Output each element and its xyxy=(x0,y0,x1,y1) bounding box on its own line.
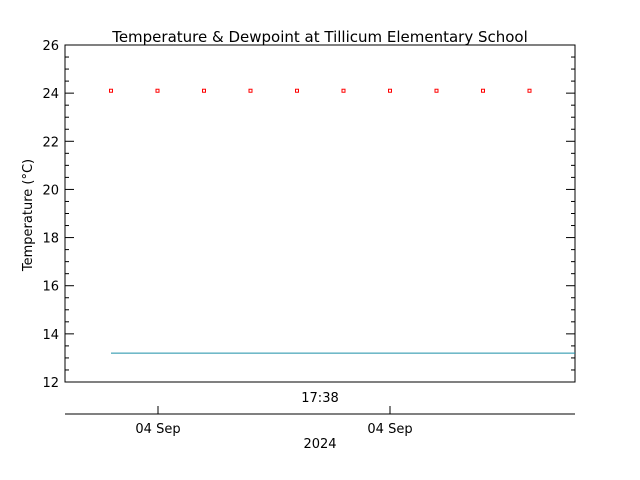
temperature-point xyxy=(248,88,253,93)
y-tick-label: 26 xyxy=(42,39,59,54)
temperature-point xyxy=(202,88,206,93)
y-tick-label: 24 xyxy=(42,87,59,102)
temperature-point xyxy=(388,88,392,93)
plot-area-frame xyxy=(64,44,576,383)
temperature-point xyxy=(295,88,299,93)
y-tick-label: 22 xyxy=(42,135,59,150)
y-tick-label: 12 xyxy=(42,376,59,391)
y-axis-label: Temperature (°C) xyxy=(21,159,36,272)
temperature-point xyxy=(434,88,439,93)
temperature-point xyxy=(109,88,113,93)
y-tick-label: 18 xyxy=(42,232,59,247)
temperature-point xyxy=(527,88,532,93)
temperature-point xyxy=(341,88,346,93)
y-tick-label: 20 xyxy=(42,183,59,198)
x-axis-date-label: 04 Sep xyxy=(135,422,180,437)
temperature-point xyxy=(481,88,485,93)
chart-title: Temperature & Dewpoint at Tillicum Eleme… xyxy=(111,28,528,46)
y-tick-label: 16 xyxy=(42,280,59,295)
x-axis-time-label: 17:38 xyxy=(301,391,338,406)
x-axis-year-label: 2024 xyxy=(303,437,336,452)
y-tick-label: 14 xyxy=(42,328,59,343)
x-axis-date-label: 04 Sep xyxy=(367,422,412,437)
temperature-point xyxy=(155,88,160,93)
